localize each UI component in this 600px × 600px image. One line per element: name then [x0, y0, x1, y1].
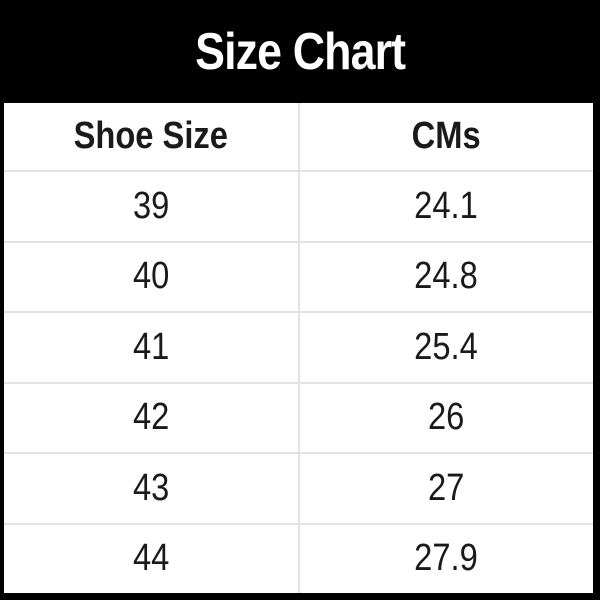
cms-cell: 27.9 — [414, 537, 479, 580]
cms-cell: 26 — [298, 382, 593, 454]
shoe-size-cell: 42 — [4, 382, 300, 454]
bottom-border — [0, 593, 600, 600]
table-row: 43 27 — [4, 453, 593, 525]
shoe-size-cell: 41 — [4, 312, 300, 384]
shoe-size-cell: 39 — [4, 171, 300, 243]
header-shoe-size: Shoe Size — [4, 103, 300, 172]
right-border — [593, 103, 600, 600]
chart-title: Size Chart — [194, 22, 406, 81]
header-row: Shoe Size CMs — [4, 103, 593, 172]
cms-cell: 27 — [298, 453, 593, 525]
cms-cell: 25.4 — [298, 312, 593, 384]
table-row: 40 24.8 — [4, 241, 593, 313]
table-row: 42 26 — [4, 382, 593, 454]
size-table-container: Shoe Size CMs 39 24.1 40 24.8 41 25.4 — [4, 103, 593, 593]
cms-cell: 24.8 — [298, 241, 593, 313]
shoe-size-cell: 44 — [4, 523, 300, 593]
size-table: Shoe Size CMs 39 24.1 40 24.8 41 25.4 — [4, 103, 593, 593]
table-row: 39 24.1 — [4, 171, 593, 243]
title-bar: Size Chart — [0, 0, 600, 103]
table-row: 41 25.4 — [4, 312, 593, 384]
header-cms: CMs — [298, 103, 593, 172]
shoe-size-cell: 40 — [4, 241, 300, 313]
shoe-size-cell: 43 — [4, 453, 300, 525]
cms-cell: 24.1 — [298, 171, 593, 243]
table-row: 44 27.9 — [4, 523, 593, 593]
